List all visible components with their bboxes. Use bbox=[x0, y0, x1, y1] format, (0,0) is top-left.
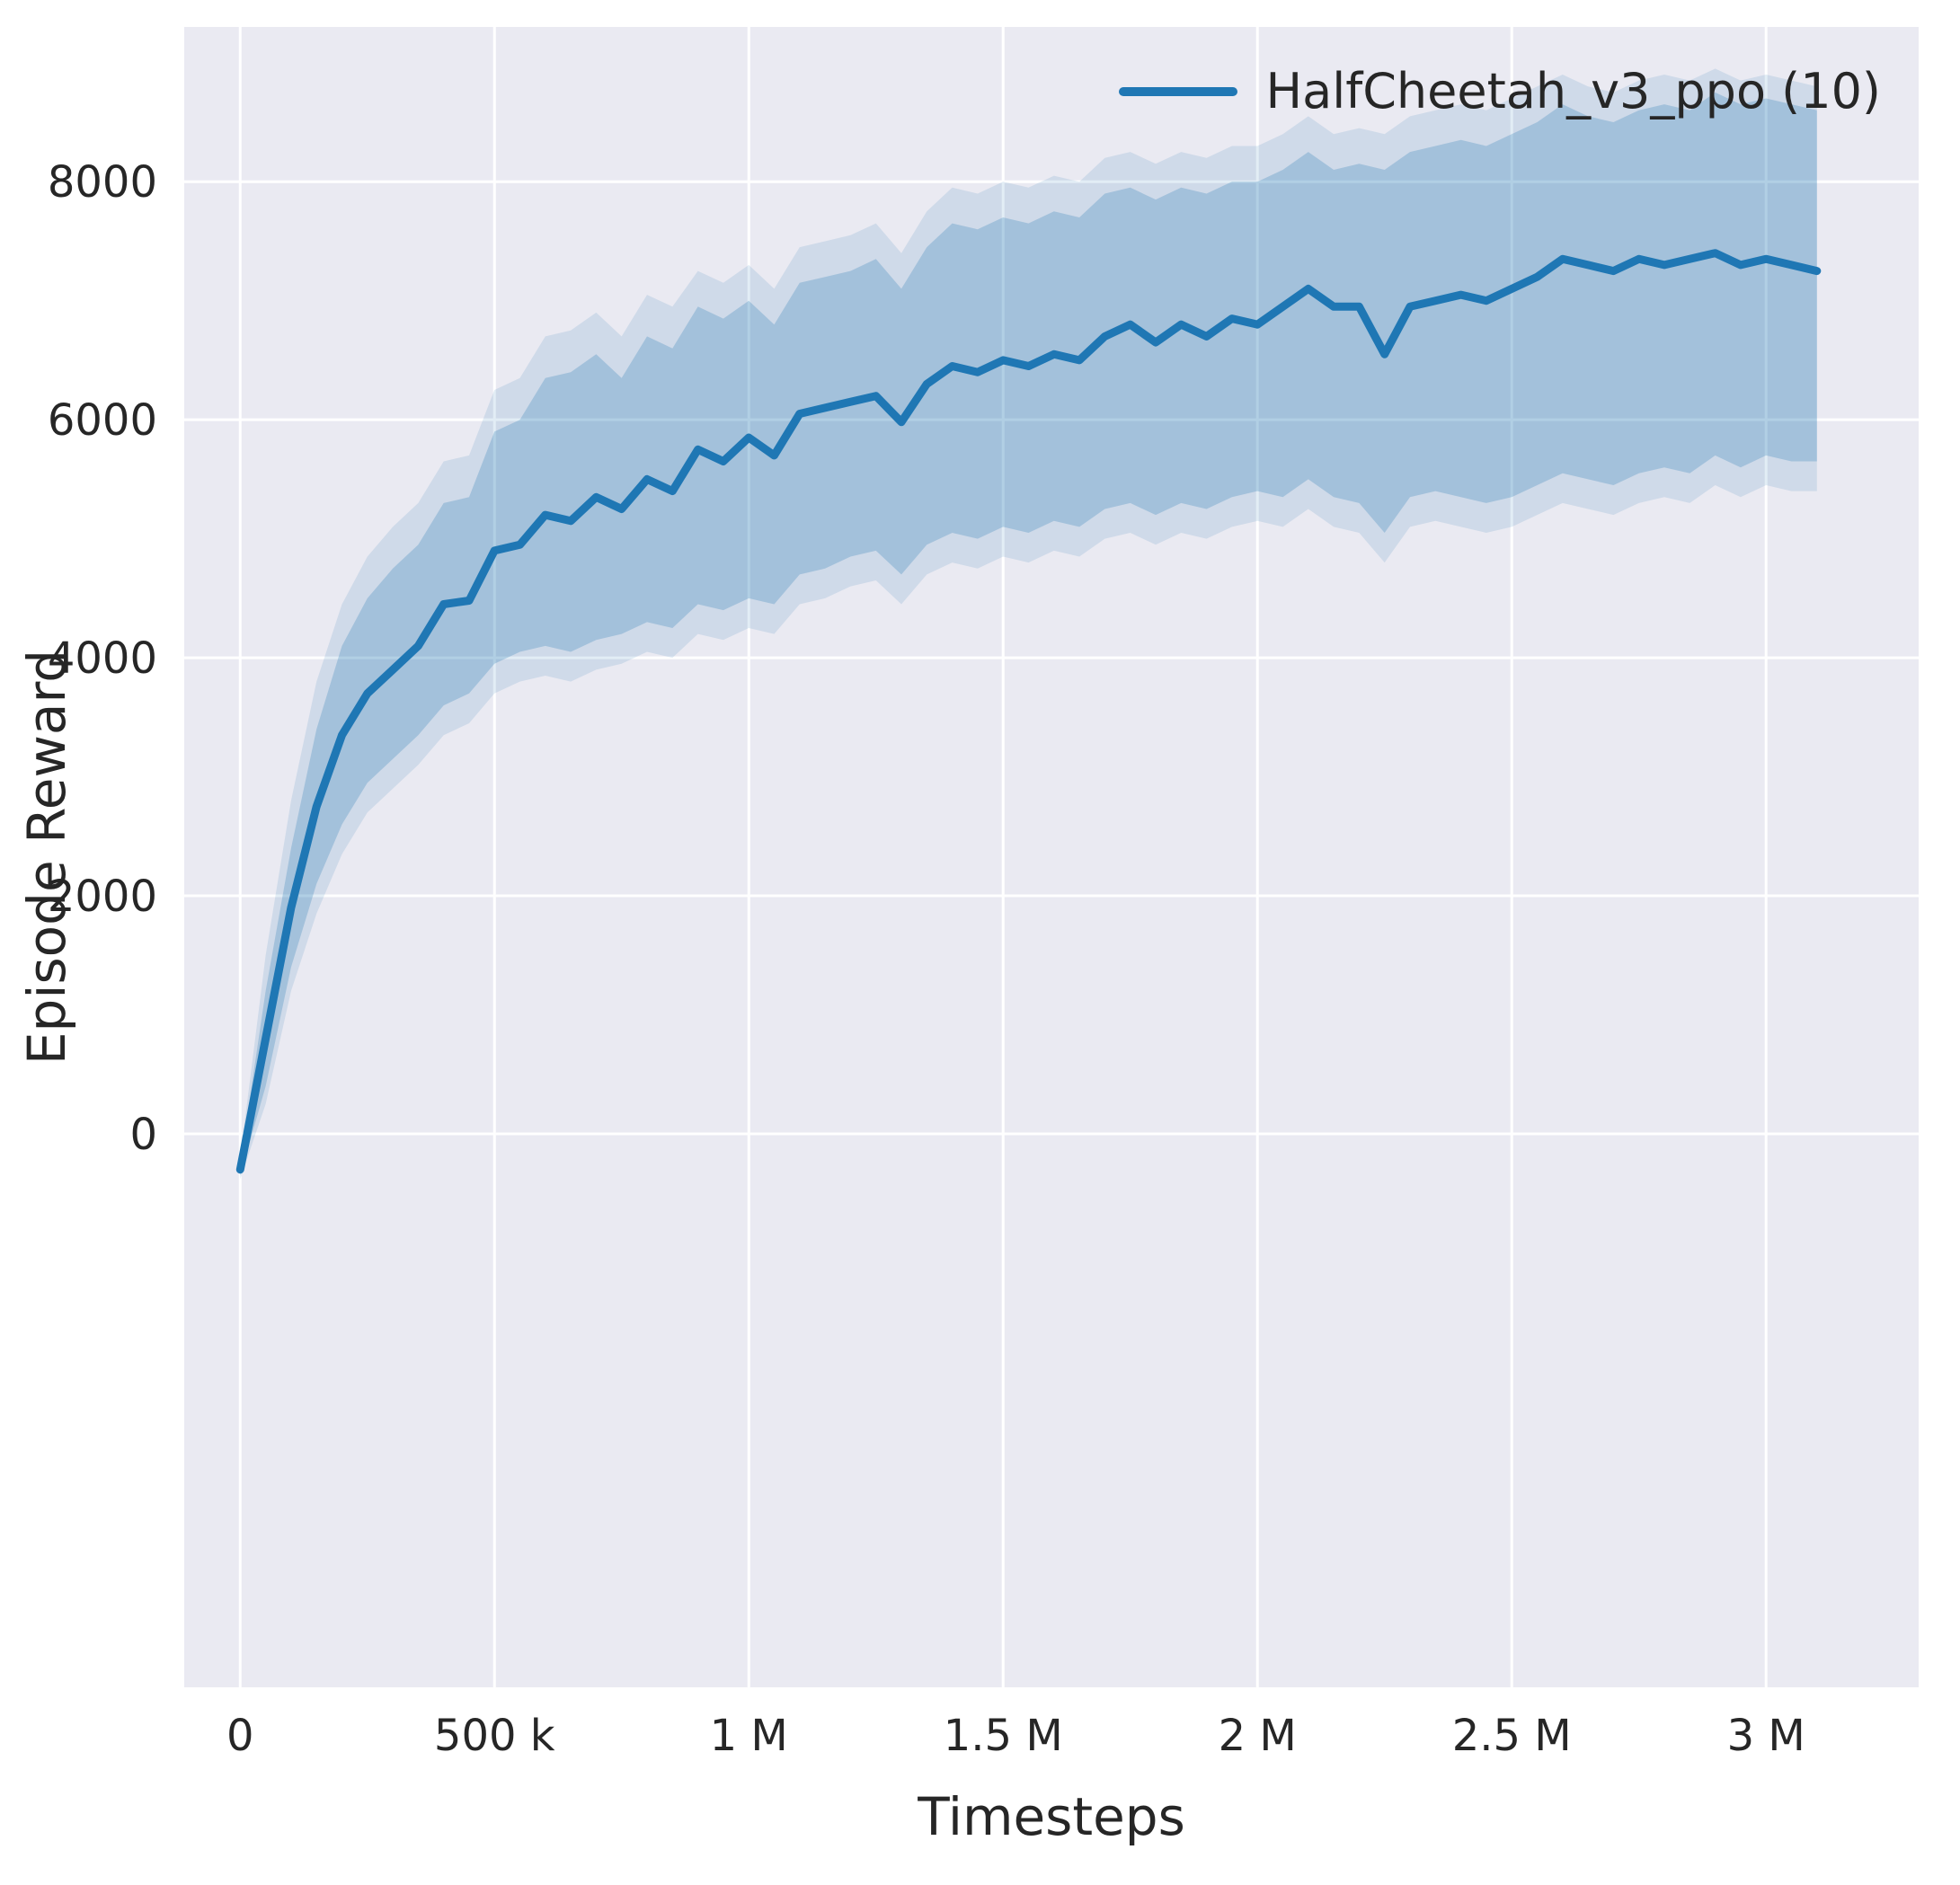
plot-area bbox=[184, 27, 1919, 1687]
x-axis-label: Timesteps bbox=[918, 1786, 1185, 1847]
y-axis-label: Episode Reward bbox=[16, 649, 77, 1066]
y-tick-label: 0 bbox=[129, 1110, 157, 1160]
confidence-band bbox=[240, 92, 1817, 1176]
x-tick-label: 500 k bbox=[434, 1711, 555, 1761]
mean-reward-line bbox=[235, 249, 1822, 1174]
x-tick-label: 2.5 M bbox=[1452, 1711, 1572, 1761]
legend-line-swatch bbox=[1118, 86, 1237, 96]
y-tick-label: 6000 bbox=[48, 395, 157, 446]
legend: HalfCheetah_v3_ppo (10) bbox=[1118, 63, 1882, 119]
y-tick-label: 8000 bbox=[48, 157, 157, 208]
x-tick-label: 1 M bbox=[710, 1711, 788, 1761]
x-tick-label: 1.5 M bbox=[944, 1711, 1063, 1761]
x-tick-label: 0 bbox=[226, 1711, 254, 1761]
outer-confidence-band bbox=[240, 68, 1817, 1180]
y-tick-label: 4000 bbox=[48, 633, 157, 684]
legend-label: HalfCheetah_v3_ppo (10) bbox=[1265, 63, 1882, 119]
x-tick-label: 3 M bbox=[1727, 1711, 1805, 1761]
y-tick-label: 2000 bbox=[48, 872, 157, 922]
x-tick-label: 2 M bbox=[1219, 1711, 1297, 1761]
